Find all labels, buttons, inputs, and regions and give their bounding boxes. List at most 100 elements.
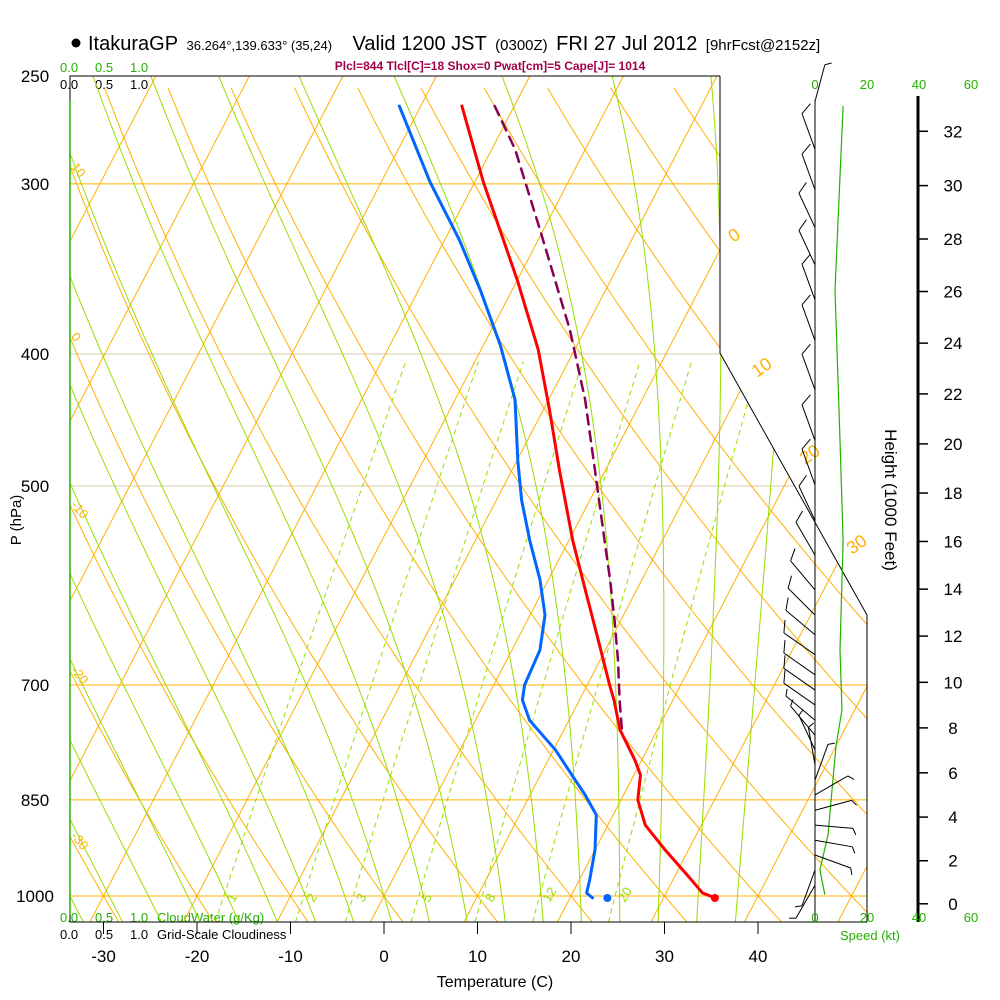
wind-barb bbox=[801, 103, 816, 150]
wind-panel bbox=[783, 62, 858, 919]
height-tick-label: 4 bbox=[948, 808, 957, 827]
wind-barb bbox=[798, 475, 816, 521]
dewpoint-curve bbox=[397, 104, 598, 900]
wind-barb-staff bbox=[814, 775, 849, 796]
wind-barb-staff bbox=[801, 353, 816, 391]
wind-barb bbox=[814, 839, 856, 854]
mixing-ratio-label: 5 bbox=[418, 891, 435, 905]
x-axis-title: Temperature (C) bbox=[437, 974, 553, 991]
wind-barb-flag bbox=[801, 438, 811, 450]
dry-adiabat-line bbox=[70, 87, 120, 922]
cloudiness-tick: 0.5 bbox=[95, 927, 113, 942]
height-tick-label: 32 bbox=[944, 122, 963, 141]
pressure-tick-label: 300 bbox=[21, 175, 49, 194]
height-tick-label: 20 bbox=[944, 435, 963, 454]
wind-barb bbox=[801, 253, 816, 301]
moist-adiabat-line bbox=[70, 76, 125, 922]
dry-adiabat-label: 10 bbox=[68, 160, 89, 181]
moist-adiabat-line bbox=[70, 76, 203, 922]
wind-barb-staff bbox=[783, 682, 816, 706]
utc-time: (0300Z) bbox=[495, 37, 548, 54]
speed-tick-label-top: 40 bbox=[912, 77, 926, 92]
mixing-ratio-line bbox=[214, 361, 407, 922]
height-tick-label: 2 bbox=[948, 852, 957, 871]
wind-barb-half bbox=[850, 867, 853, 875]
wind-barb-staff bbox=[795, 885, 816, 919]
wind-barb-flag bbox=[801, 294, 811, 306]
speed-tick-label-bottom: 0 bbox=[811, 910, 818, 925]
height-tick-label: 22 bbox=[944, 385, 963, 404]
mixing-ratio-label: 2 bbox=[303, 891, 320, 905]
wind-barb-staff bbox=[798, 230, 816, 266]
isotherm-label: 10 bbox=[748, 353, 776, 381]
wind-barb-half bbox=[824, 62, 832, 66]
height-tick-label: 8 bbox=[948, 719, 957, 738]
wind-barb-staff bbox=[783, 632, 816, 656]
wind-barb-staff bbox=[783, 652, 816, 676]
wind-barb-staff bbox=[814, 64, 826, 102]
wind-barb-half bbox=[795, 905, 803, 908]
sounding-profiles bbox=[397, 104, 719, 902]
moist-adiabat-line bbox=[70, 76, 280, 922]
mixing-ratio-label: 20 bbox=[615, 884, 635, 904]
dry-adiabat-line bbox=[230, 87, 782, 922]
cloudwater-axis-top: 0.0 0.5 1.0 0.0 0.5 1.0 bbox=[60, 60, 148, 92]
wind-barb bbox=[798, 219, 816, 266]
wind-barb-staff bbox=[798, 485, 816, 521]
speed-axis-title: Speed (kt) bbox=[840, 928, 900, 943]
pressure-tick-label: 500 bbox=[21, 477, 49, 496]
surface-dewpoint-dot bbox=[603, 894, 612, 902]
moist-adiabat-line bbox=[70, 76, 164, 922]
wind-barb-half bbox=[798, 709, 804, 716]
cloudwater-tick: 1.0 bbox=[130, 60, 148, 75]
height-tick-label: 30 bbox=[944, 177, 963, 196]
temp-tick-label: -10 bbox=[278, 947, 303, 966]
wind-barb-staff bbox=[785, 609, 816, 636]
height-tick-label: 16 bbox=[944, 532, 963, 551]
wind-barb-flag bbox=[798, 182, 807, 194]
wind-barb-flag bbox=[801, 103, 811, 114]
cloudwater-tick: 0.0 bbox=[60, 910, 78, 925]
height-tick-label: 12 bbox=[944, 627, 963, 646]
wind-barb bbox=[783, 619, 816, 656]
valid-date: FRI 27 Jul 2012 bbox=[556, 33, 697, 55]
wind-barb-staff bbox=[787, 587, 816, 616]
cloudwater-tick: 0.0 bbox=[60, 60, 78, 75]
mixing-ratio-line bbox=[474, 361, 641, 922]
isotherm-line bbox=[744, 76, 867, 922]
moist-adiabat-line bbox=[696, 76, 722, 922]
isotherm-label: 30 bbox=[843, 530, 871, 558]
moist-adiabat-line bbox=[70, 76, 356, 922]
wind-barb bbox=[814, 824, 857, 835]
temp-tick-label: 30 bbox=[655, 947, 674, 966]
wind-barb-flag bbox=[783, 670, 786, 684]
moist-adiabat-line bbox=[70, 76, 241, 922]
dry-adiabat-line bbox=[293, 87, 867, 922]
wind-barb-flag bbox=[783, 619, 786, 633]
surface-temperature-dot bbox=[710, 894, 719, 902]
wind-barb bbox=[814, 742, 835, 781]
mixing-ratio-label: 12 bbox=[539, 884, 559, 904]
wind-barb bbox=[795, 510, 816, 556]
dry-adiabat-line bbox=[420, 87, 867, 922]
wind-barb-staff bbox=[814, 744, 829, 781]
cloudiness-tick: 0.5 bbox=[95, 77, 113, 92]
wind-barb bbox=[790, 548, 816, 591]
speed-tick-label-top: 60 bbox=[964, 77, 978, 92]
height-tick-label: 28 bbox=[944, 230, 963, 249]
wind-barb bbox=[785, 688, 816, 721]
speed-tick-label-top: 20 bbox=[860, 77, 874, 92]
mixing-ratio-line bbox=[410, 361, 584, 922]
wind-barb-flag bbox=[790, 548, 796, 561]
height-tick-label: 14 bbox=[944, 580, 963, 599]
height-tick-label: 6 bbox=[948, 764, 957, 783]
cloudwater-tick: 0.5 bbox=[95, 910, 113, 925]
mixing-ratio-label: 8 bbox=[482, 891, 499, 905]
dry-adiabat-line bbox=[546, 87, 867, 922]
wind-barb bbox=[814, 799, 858, 811]
moist-adiabat-line bbox=[393, 76, 582, 922]
plot-frame bbox=[69, 75, 920, 923]
